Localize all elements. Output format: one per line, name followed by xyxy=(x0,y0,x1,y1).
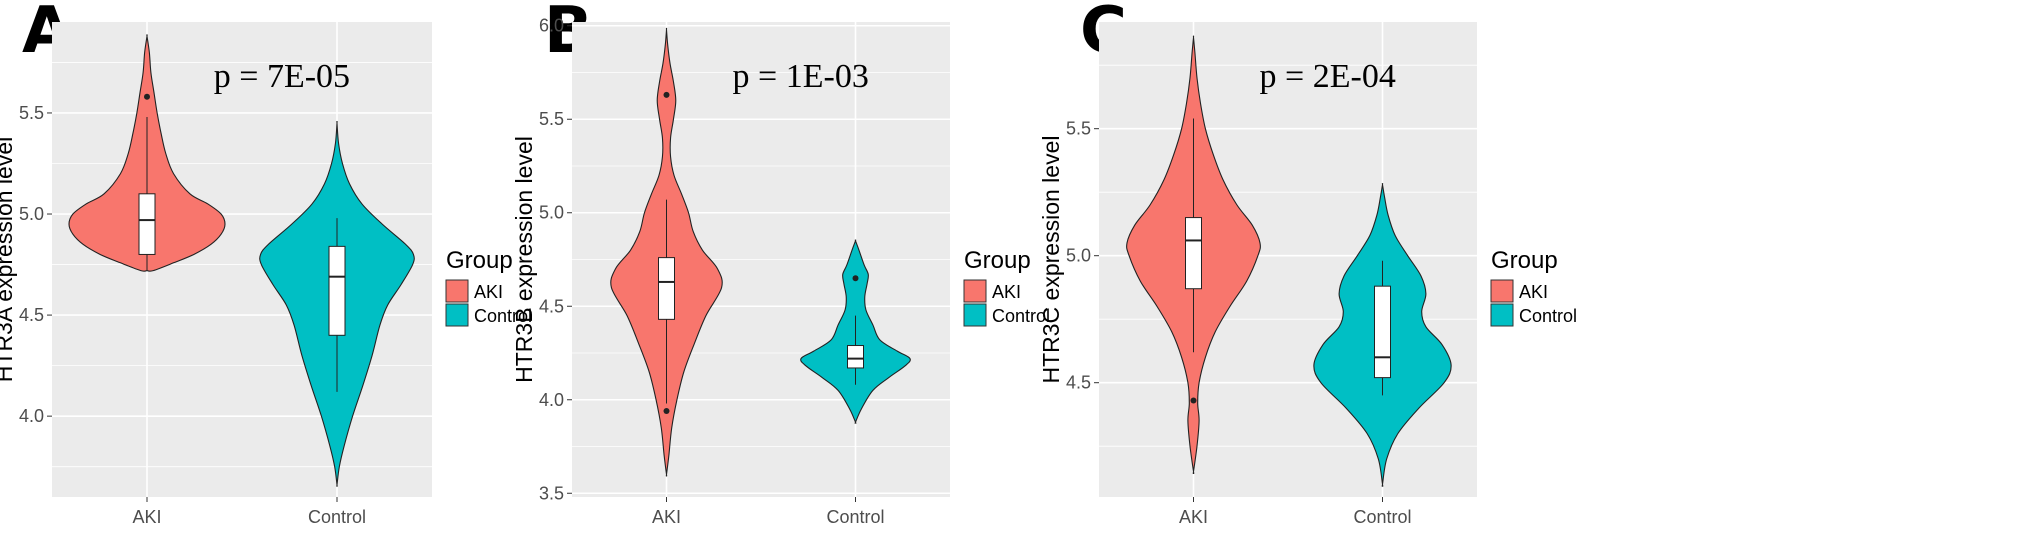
y-axis: 4.5 5.0 5.5 xyxy=(1066,119,1099,393)
y-axis-label: HTR3B expression level xyxy=(511,136,537,383)
box xyxy=(658,257,675,320)
y-tick-label: 5.5 xyxy=(539,109,564,129)
p-value-annotation: p = 1E-03 xyxy=(733,58,869,95)
legend-key-control xyxy=(1490,303,1514,327)
x-tick-label: AKI xyxy=(132,507,161,527)
legend: Group AKI Control xyxy=(445,247,532,327)
legend-title: Group xyxy=(1491,247,1558,274)
y-tick-label: 5.5 xyxy=(19,103,44,123)
y-axis-label: HTR3C expression level xyxy=(1038,136,1064,384)
legend-key-aki xyxy=(1490,279,1514,303)
y-tick-label: 3.5 xyxy=(539,483,564,503)
violins xyxy=(68,34,415,487)
x-axis: AKI Control xyxy=(1179,497,1412,527)
panel-a: A 4.04.55.05.5 AKI Control HTR3A express… xyxy=(0,0,532,527)
legend: Group AKI Control xyxy=(1490,247,1577,327)
outlier-point xyxy=(852,275,859,282)
y-tick-label: 5.0 xyxy=(539,203,564,223)
violins xyxy=(610,27,911,477)
x-tick-label: Control xyxy=(308,507,366,527)
x-tick-label: AKI xyxy=(652,507,681,527)
p-value-annotation: p = 2E-04 xyxy=(1260,58,1396,95)
box xyxy=(1374,285,1391,379)
violins xyxy=(1126,35,1452,487)
y-axis: 3.5 4.0 4.5 5.0 5.5 6.0 xyxy=(539,16,572,503)
legend-key-control xyxy=(963,303,987,327)
x-tick-label: Control xyxy=(826,507,884,527)
outlier-point xyxy=(663,91,670,98)
legend-title: Group xyxy=(964,247,1031,274)
y-tick-label: 4.5 xyxy=(1066,373,1091,393)
outlier-point xyxy=(663,407,670,414)
y-tick-label: 4.0 xyxy=(19,406,44,426)
y-tick-label: 4.0 xyxy=(539,390,564,410)
legend: Group AKI Control xyxy=(963,247,1050,327)
x-axis: AKI Control xyxy=(132,497,366,527)
p-value-annotation: p = 7E-05 xyxy=(214,58,350,95)
x-tick-label: Control xyxy=(1353,507,1411,527)
y-tick-label: 5.5 xyxy=(1066,119,1091,139)
panel-b: B 3.54.04.55.05.56.0 AKI Control HTR3B e… xyxy=(511,0,1050,527)
legend-key-control xyxy=(445,303,469,327)
y-tick-label: 5.0 xyxy=(1066,246,1091,266)
legend-key-aki xyxy=(445,279,469,303)
legend-label: Control xyxy=(474,306,532,326)
outlier-point xyxy=(1190,397,1197,404)
box xyxy=(1185,217,1202,290)
box xyxy=(138,193,156,255)
legend-label: AKI xyxy=(992,282,1021,302)
legend-label: AKI xyxy=(474,282,503,302)
y-tick-label: 4.5 xyxy=(19,305,44,325)
legend-label: AKI xyxy=(1519,282,1548,302)
x-tick-label: AKI xyxy=(1179,507,1208,527)
legend-label: Control xyxy=(992,306,1050,326)
y-tick-label: 6.0 xyxy=(539,16,564,36)
legend-label: Control xyxy=(1519,306,1577,326)
legend-title: Group xyxy=(446,247,513,274)
legend-key-aki xyxy=(963,279,987,303)
y-tick-label: 5.0 xyxy=(19,204,44,224)
y-tick-label: 4.5 xyxy=(539,296,564,316)
y-axis-label: HTR3A expression level xyxy=(0,137,17,382)
box xyxy=(328,245,346,336)
outlier-point xyxy=(144,93,150,100)
box xyxy=(847,345,864,369)
y-axis: 4.0 4.5 5.0 5.5 xyxy=(19,103,52,426)
panel-c: C 4.55.05.5 AKI Control HTR3C expression… xyxy=(1038,0,1577,527)
x-axis: AKI Control xyxy=(652,497,885,527)
